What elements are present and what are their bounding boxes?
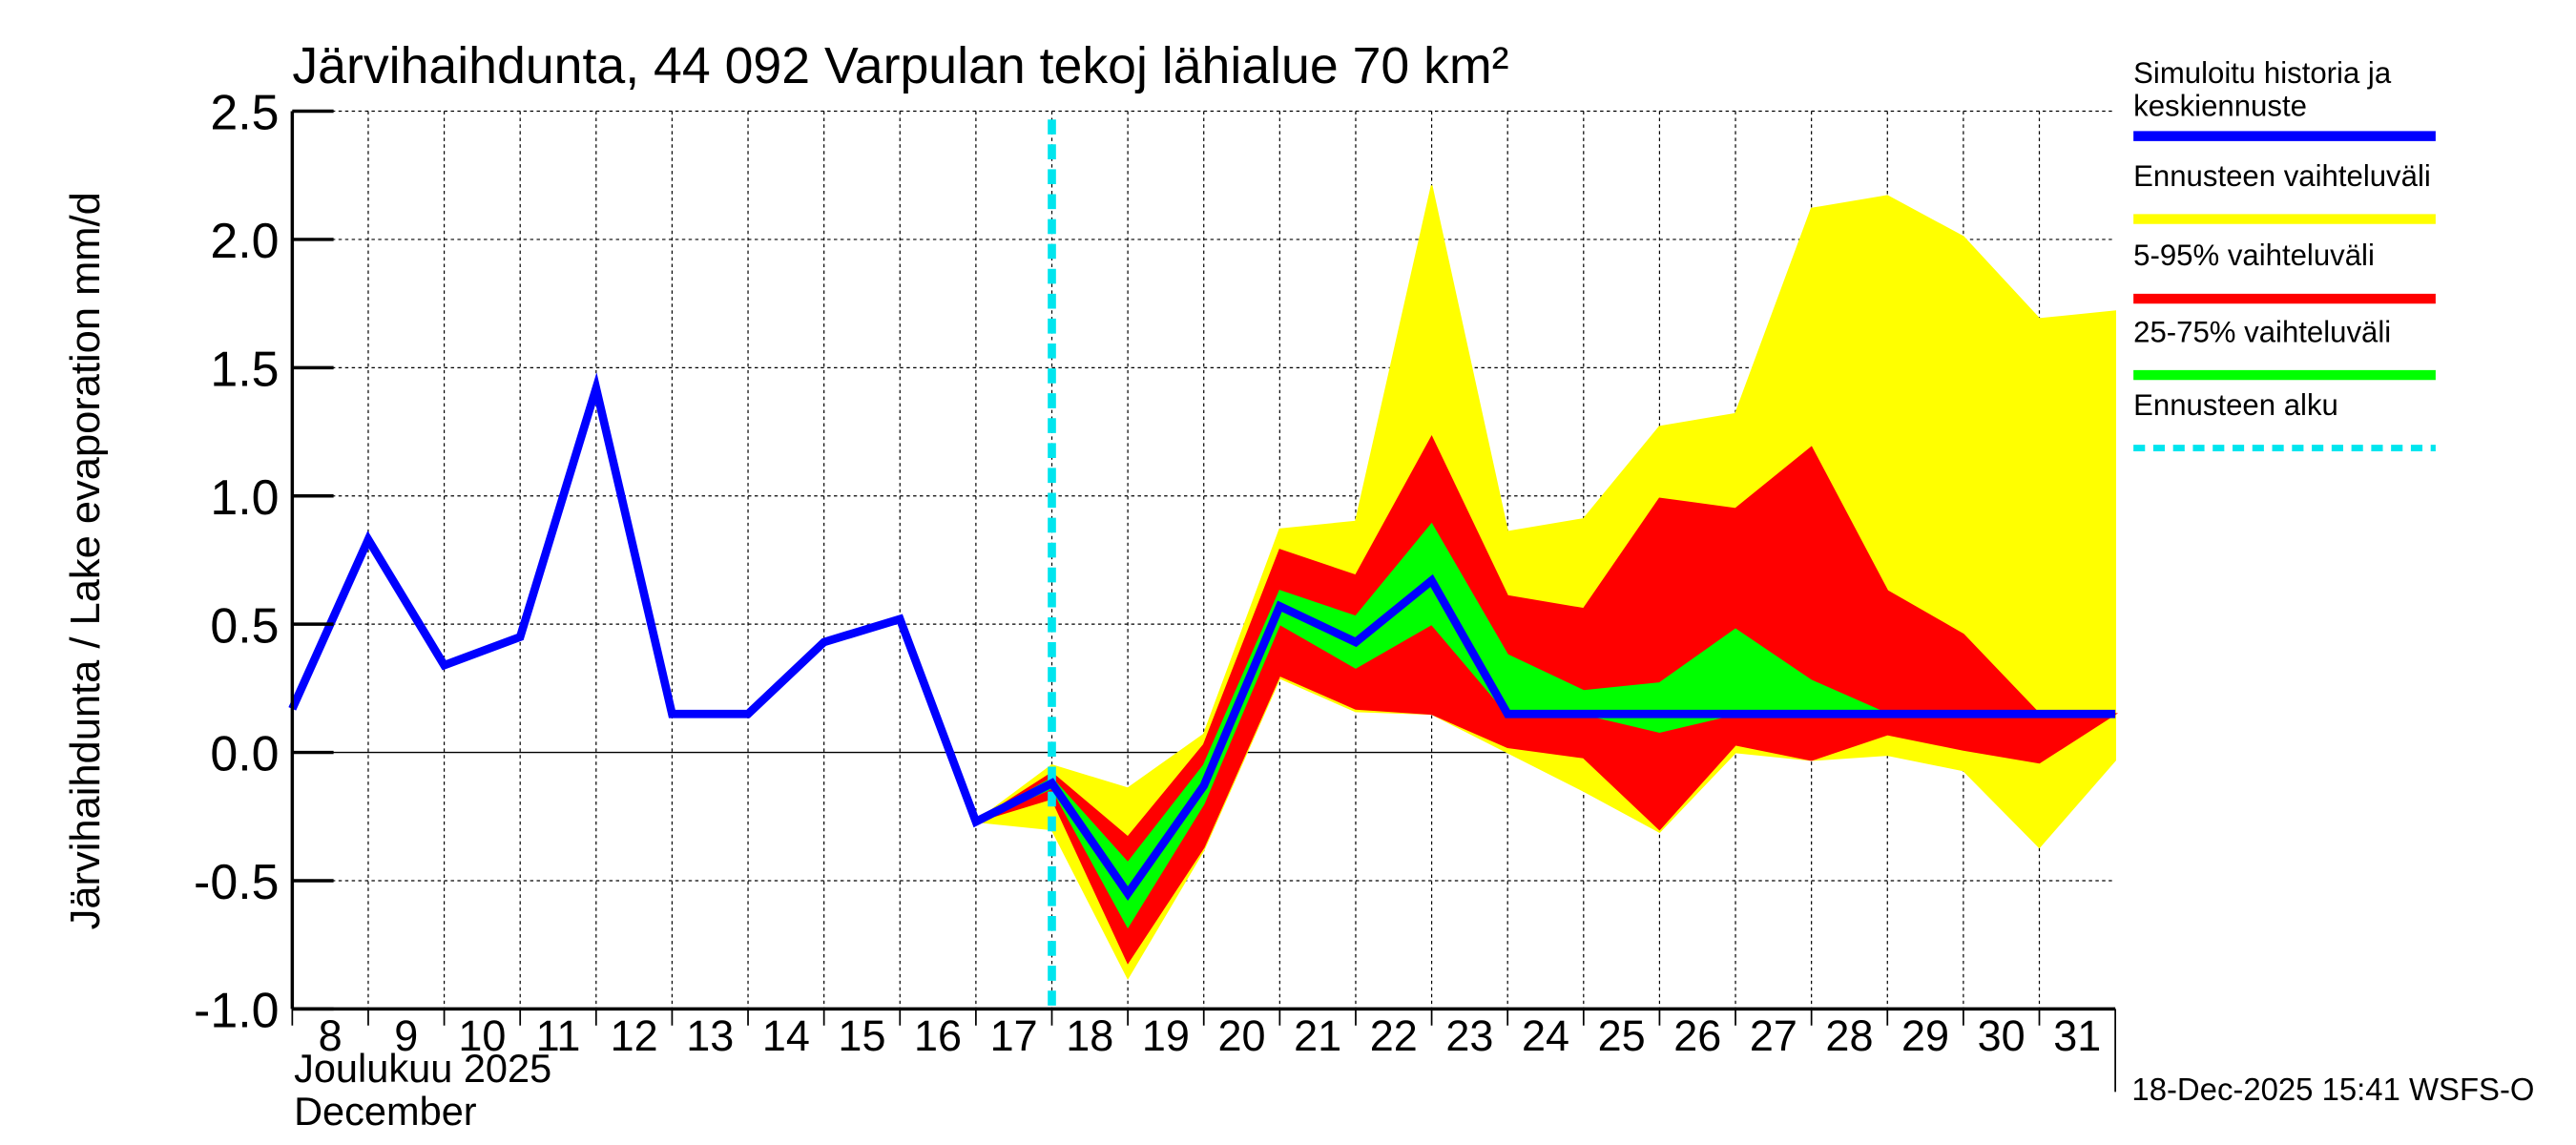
- x-tick-label: 16: [914, 1011, 962, 1060]
- x-tick-label: 26: [1673, 1011, 1721, 1060]
- x-tick-label: 22: [1370, 1011, 1418, 1060]
- x-tick-label: 9: [394, 1011, 418, 1060]
- legend-label: Ennusteen alku: [2133, 388, 2338, 422]
- p25-75-band: [975, 522, 2116, 929]
- x-tick-label: 31: [2053, 1011, 2101, 1060]
- x-tick-label: 15: [838, 1011, 885, 1060]
- legend-label: 25-75% vaihteluväli: [2133, 315, 2391, 348]
- chart-title: Järvihaihdunta, 44 092 Varpulan tekoj lä…: [292, 37, 1508, 94]
- y-tick-label: 0.5: [210, 598, 279, 654]
- x-tick-label: 30: [1978, 1011, 2025, 1060]
- x-tick-label: 29: [1901, 1011, 1949, 1060]
- x-tick-label: 24: [1522, 1011, 1569, 1060]
- legend-label: Simuloitu historia ja: [2133, 56, 2392, 90]
- footer-timestamp: 18-Dec-2025 15:41 WSFS-O: [2131, 1072, 2534, 1107]
- x-tick-label: 25: [1598, 1011, 1646, 1060]
- x-tick-label: 13: [686, 1011, 734, 1060]
- x-tick-label: 19: [1142, 1011, 1190, 1060]
- forecast-range-band: [973, 185, 2116, 980]
- axes: 2.5 2.0 1.5 1.0 0.5 0.0 -0.5 -1.0 8 9 10 11 12 13 14 15…: [194, 86, 2116, 1093]
- x-tick-label: 20: [1218, 1011, 1266, 1060]
- y-tick-label: 2.5: [210, 86, 279, 141]
- y-tick-label: 1.0: [210, 470, 279, 526]
- y-tick-label: 0.0: [210, 727, 279, 782]
- x-axis-label-fi: Joulukuu 2025: [294, 1046, 551, 1091]
- x-tick-label: 27: [1750, 1011, 1797, 1060]
- x-tick-label: 21: [1294, 1011, 1341, 1060]
- x-tick-label: 11: [536, 1011, 581, 1060]
- y-tick-label: 1.5: [210, 342, 279, 397]
- legend-label: keskiennuste: [2133, 90, 2307, 123]
- x-tick-label: 23: [1445, 1011, 1493, 1060]
- x-tick-label: 18: [1066, 1011, 1113, 1060]
- x-tick-label: 12: [611, 1011, 658, 1060]
- x-tick-label: 28: [1825, 1011, 1873, 1060]
- x-tick-label: 8: [319, 1011, 343, 1060]
- y-tick-label: -0.5: [194, 855, 279, 910]
- y-tick-label: 2.0: [210, 214, 279, 269]
- x-axis-label-en: December: [294, 1089, 477, 1134]
- x-tick-label: 10: [458, 1011, 506, 1060]
- bands: [973, 185, 2119, 980]
- x-tick-label: 14: [762, 1011, 810, 1060]
- legend-label: 5-95% vaihteluväli: [2133, 239, 2375, 272]
- x-tick-label: 17: [990, 1011, 1038, 1060]
- legend-label: Ennusteen vaihteluväli: [2133, 159, 2431, 193]
- y-axis-label: Järvihaihdunta / Lake evaporation mm/d: [63, 192, 109, 929]
- y-tick-label: -1.0: [194, 983, 279, 1038]
